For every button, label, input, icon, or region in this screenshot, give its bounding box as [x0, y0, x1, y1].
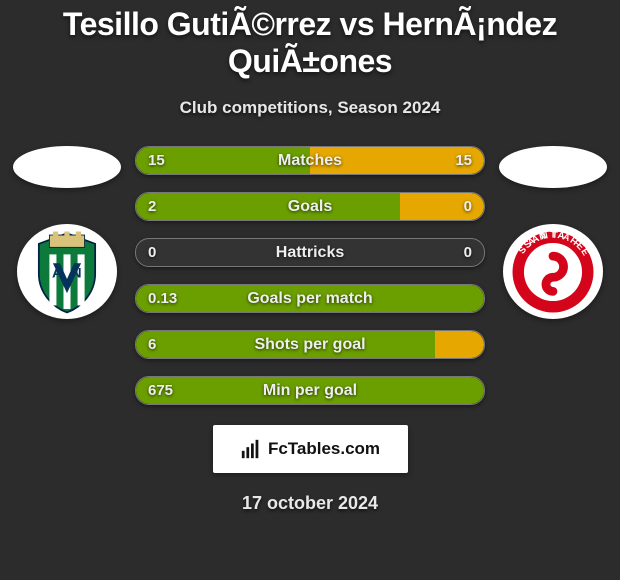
stat-value-left: 2 — [148, 198, 156, 215]
stat-value-left: 15 — [148, 152, 165, 169]
stat-value-left: 0.13 — [148, 290, 177, 307]
comparison-card: Tesillo GutiÃ©rrez vs HernÃ¡ndez QuiÃ±on… — [0, 0, 620, 514]
page-title: Tesillo GutiÃ©rrez vs HernÃ¡ndez QuiÃ±on… — [0, 6, 620, 80]
stat-value-right: 0 — [464, 198, 472, 215]
atletico-nacional-icon: A N — [23, 228, 111, 316]
stat-bar: 675 Min per goal — [135, 376, 485, 405]
stat-bar: 6 Shots per goal — [135, 330, 485, 359]
svg-text:A: A — [52, 264, 62, 280]
stat-label: Shots per goal — [254, 336, 365, 354]
subtitle: Club competitions, Season 2024 — [0, 98, 620, 118]
date-label: 17 october 2024 — [0, 493, 620, 514]
stat-label: Matches — [278, 152, 342, 170]
fctables-logo-icon — [240, 438, 262, 460]
right-club-badge: SANTA FE S A N T A F E — [503, 224, 603, 319]
left-club-badge: A N — [17, 224, 117, 319]
left-avatar-placeholder — [13, 146, 121, 188]
attribution-text: FcTables.com — [268, 439, 380, 459]
stat-bar: 15 Matches 15 — [135, 146, 485, 175]
main-row: A N 15 Matches 15 2 Goals 0 0 Hattricks 0 0.13 Goa… — [0, 146, 620, 405]
svg-text:N: N — [71, 264, 81, 280]
right-avatar-placeholder — [499, 146, 607, 188]
stat-label: Goals — [288, 198, 332, 216]
right-player-col: SANTA FE S A N T A F E — [499, 146, 607, 319]
stat-value-left: 6 — [148, 336, 156, 353]
stat-bar: 0.13 Goals per match — [135, 284, 485, 313]
stat-label: Goals per match — [247, 290, 372, 308]
left-player-col: A N — [13, 146, 121, 319]
santa-fe-icon: SANTA FE S A N T A F E — [509, 228, 597, 316]
stat-value-right: 15 — [455, 152, 472, 169]
stat-value-left: 0 — [148, 244, 156, 261]
stat-fill-right — [435, 331, 484, 358]
attribution-badge[interactable]: FcTables.com — [213, 425, 408, 473]
stat-bar: 2 Goals 0 — [135, 192, 485, 221]
stat-bar: 0 Hattricks 0 — [135, 238, 485, 267]
stat-label: Min per goal — [263, 382, 357, 400]
stat-label: Hattricks — [276, 244, 344, 262]
stat-value-right: 0 — [464, 244, 472, 261]
stat-value-left: 675 — [148, 382, 173, 399]
stat-fill-left — [136, 193, 400, 220]
stats-column: 15 Matches 15 2 Goals 0 0 Hattricks 0 0.13 Goals p… — [135, 146, 485, 405]
